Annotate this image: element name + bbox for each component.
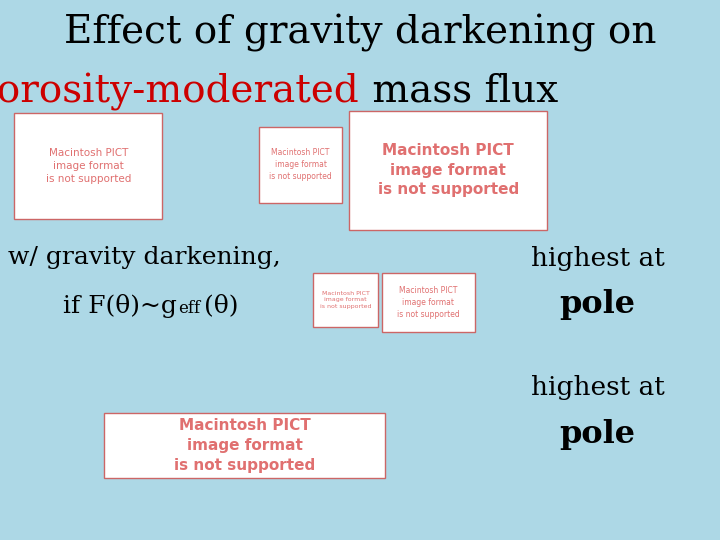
FancyBboxPatch shape xyxy=(382,273,475,332)
Text: mass flux: mass flux xyxy=(360,73,558,110)
Text: highest at: highest at xyxy=(531,246,665,271)
FancyBboxPatch shape xyxy=(104,413,385,478)
Text: if F(θ)~g: if F(θ)~g xyxy=(63,294,176,318)
Text: pole: pole xyxy=(559,418,636,449)
FancyBboxPatch shape xyxy=(349,111,547,230)
FancyBboxPatch shape xyxy=(313,273,378,327)
Text: Effect of gravity darkening on: Effect of gravity darkening on xyxy=(64,14,656,51)
FancyBboxPatch shape xyxy=(259,127,342,202)
Text: w/ gravity darkening,: w/ gravity darkening, xyxy=(8,246,280,269)
FancyBboxPatch shape xyxy=(14,113,162,219)
Text: Macintosh PICT
image format
is not supported: Macintosh PICT image format is not suppo… xyxy=(320,291,372,309)
Text: highest at: highest at xyxy=(531,375,665,400)
Text: pole: pole xyxy=(559,289,636,320)
Text: Macintosh PICT
image format
is not supported: Macintosh PICT image format is not suppo… xyxy=(397,286,460,319)
Text: (θ): (θ) xyxy=(204,294,238,318)
Text: Macintosh PICT
image format
is not supported: Macintosh PICT image format is not suppo… xyxy=(174,418,315,473)
Text: Macintosh PICT
image format
is not supported: Macintosh PICT image format is not suppo… xyxy=(45,148,131,184)
Text: Macintosh PICT
image format
is not supported: Macintosh PICT image format is not suppo… xyxy=(269,148,332,181)
Text: eff: eff xyxy=(179,300,201,316)
Text: porosity-moderated: porosity-moderated xyxy=(0,73,360,111)
Text: Macintosh PICT
image format
is not supported: Macintosh PICT image format is not suppo… xyxy=(377,143,519,198)
